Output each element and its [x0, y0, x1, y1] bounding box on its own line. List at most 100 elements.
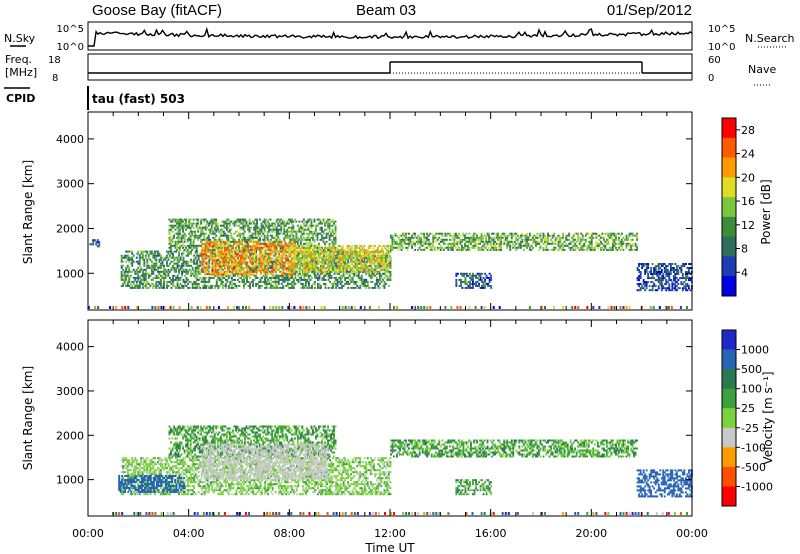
- scatter-cell: [263, 228, 266, 231]
- scatter-cell: [276, 263, 279, 266]
- scatter-cell: [222, 226, 225, 229]
- scatter-cell: [636, 269, 639, 271]
- scatter-cell: [463, 280, 465, 283]
- scatter-cell: [650, 289, 653, 292]
- scatter-cell: [492, 248, 495, 251]
- scatter-cell: [96, 241, 99, 244]
- scatter-cell: [201, 226, 204, 229]
- scatter-cell: [497, 232, 500, 235]
- scatter-cell: [270, 264, 273, 267]
- scatter-cell: [296, 263, 299, 266]
- scatter-cell: [403, 238, 406, 241]
- scatter-cell: [265, 224, 268, 227]
- scatter-cell: [233, 220, 236, 223]
- scatter-cell: [96, 239, 99, 242]
- scatter-cell: [367, 253, 370, 256]
- scatter-cell: [420, 238, 423, 241]
- scatter-cell: [596, 244, 599, 247]
- scatter-cell: [315, 267, 317, 270]
- scatter-cell: [270, 282, 273, 285]
- scatter-cell: [183, 222, 186, 225]
- scatter-cell: [312, 268, 315, 271]
- scatter-cell: [181, 286, 183, 289]
- scatter-cell: [352, 265, 355, 268]
- scatter-cell: [527, 238, 530, 241]
- scatter-cell: [357, 272, 360, 275]
- scatter-cell: [490, 274, 493, 277]
- scatter-cell: [262, 224, 265, 227]
- scatter-cell: [327, 257, 329, 260]
- scatter-cell: [285, 261, 288, 264]
- scatter-cell: [215, 280, 218, 283]
- scatter-cell: [473, 282, 476, 285]
- scatter-cell: [484, 284, 486, 287]
- scatter-cell: [322, 236, 325, 239]
- scatter-cell: [185, 262, 188, 265]
- scatter-cell: [327, 220, 329, 223]
- scatter-cell: [625, 234, 628, 237]
- scatter-cell: [386, 253, 388, 256]
- scatter-cell: [215, 226, 218, 229]
- scatter-cell: [182, 270, 185, 273]
- scatter-cell: [98, 241, 101, 244]
- scatter-cell: [166, 262, 168, 265]
- scatter-cell: [223, 264, 226, 267]
- scatter-cell: [531, 240, 534, 243]
- scatter-cell: [467, 280, 470, 283]
- scatter-cell: [366, 282, 369, 285]
- scatter-cell: [266, 261, 269, 264]
- scatter-cell: [226, 267, 229, 270]
- scatter-cell: [430, 246, 433, 249]
- scatter-cell: [207, 243, 210, 246]
- scatter-cell: [301, 220, 304, 223]
- scatter-cell: [205, 284, 208, 287]
- scatter-cell: [375, 267, 378, 270]
- scatter-cell: [152, 262, 155, 265]
- scatter-cell: [218, 246, 221, 249]
- scatter-cell: [212, 220, 215, 223]
- scatter-cell: [330, 234, 332, 237]
- scatter-cell: [129, 262, 132, 265]
- scatter-cell: [554, 238, 557, 241]
- scatter-cell: [211, 284, 214, 287]
- scatter-cell: [242, 245, 244, 248]
- scatter-cell: [489, 240, 492, 243]
- scatter-cell: [336, 266, 339, 269]
- scatter-cell: [492, 232, 495, 235]
- scatter-cell: [525, 240, 528, 243]
- scatter-cell: [260, 261, 262, 264]
- scatter-cell: [272, 243, 275, 246]
- scatter-cell: [348, 256, 351, 259]
- scatter-cell: [248, 245, 250, 248]
- scatter-cell: [366, 265, 369, 268]
- scatter-cell: [228, 228, 231, 231]
- scatter-cell: [320, 272, 322, 275]
- scatter-cell: [639, 283, 642, 286]
- scatter-cell: [269, 261, 272, 264]
- scatter-cell: [205, 261, 208, 264]
- scatter-cell: [229, 264, 232, 267]
- scatter-cell: [283, 222, 286, 225]
- scatter-cell: [178, 276, 180, 279]
- scatter-cell: [170, 240, 172, 243]
- scatter-cell: [247, 284, 250, 287]
- scatter-cell: [397, 248, 400, 251]
- scatter-cell: [605, 232, 608, 235]
- scatter-cell: [295, 259, 298, 262]
- scatter-cell: [210, 271, 213, 274]
- scatter-cell: [366, 261, 369, 264]
- scatter-cell: [203, 278, 206, 281]
- scatter-cell: [317, 250, 319, 253]
- scatter-cell: [297, 272, 300, 275]
- scatter-cell: [507, 240, 510, 243]
- scatter-cell: [394, 232, 397, 235]
- scatter-cell: [608, 234, 611, 237]
- scatter-cell: [298, 226, 301, 229]
- scatter-cell: [219, 228, 222, 231]
- scatter-cell: [246, 254, 248, 257]
- scatter-cell: [150, 282, 153, 285]
- scatter-cell: [351, 286, 354, 289]
- scatter-cell: [363, 245, 366, 247]
- scatter-cell: [260, 253, 262, 256]
- scatter-cell: [235, 270, 238, 273]
